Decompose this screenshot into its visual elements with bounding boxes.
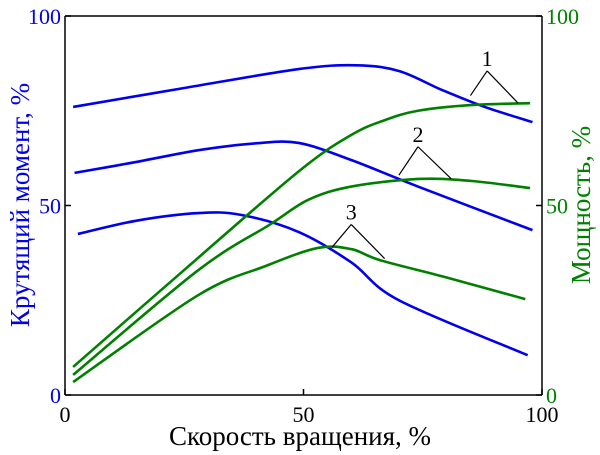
series-layer [72, 63, 533, 384]
leader-line [469, 70, 488, 96]
leader-line [350, 224, 386, 259]
right-y-axis-label: Мощность, % [566, 126, 596, 284]
left-y-axis-label: Крутящий момент, % [5, 83, 35, 327]
leader-line [417, 146, 452, 180]
x-tick-label: 50 [293, 402, 315, 427]
annotation-layer: 1 2 3 [331, 46, 519, 259]
x-axis-label: Скорость вращения, % [169, 421, 431, 451]
power-2-line [72, 177, 531, 376]
torque-1-line [72, 63, 533, 124]
curve-label-3: 3 [346, 199, 357, 224]
power-1-line [72, 101, 531, 368]
right-y-tick-label: 0 [546, 383, 557, 408]
torque-3-line [77, 211, 529, 357]
right-y-tick-label: 50 [546, 194, 568, 219]
leader-line [398, 146, 419, 176]
left-y-tick-label: 100 [28, 4, 61, 29]
curve-label-1: 1 [482, 46, 493, 71]
left-y-tick-label: 50 [39, 194, 61, 219]
power-3-line [72, 245, 526, 384]
left-y-tick-label: 0 [50, 383, 61, 408]
x-tick-label: 0 [60, 402, 71, 427]
right-y-tick-label: 100 [546, 4, 579, 29]
leader-line [486, 70, 519, 104]
x-tick-label: 100 [526, 402, 559, 427]
curve-label-2: 2 [412, 122, 423, 147]
leader-line [331, 224, 352, 248]
torque-2-line [74, 140, 533, 232]
